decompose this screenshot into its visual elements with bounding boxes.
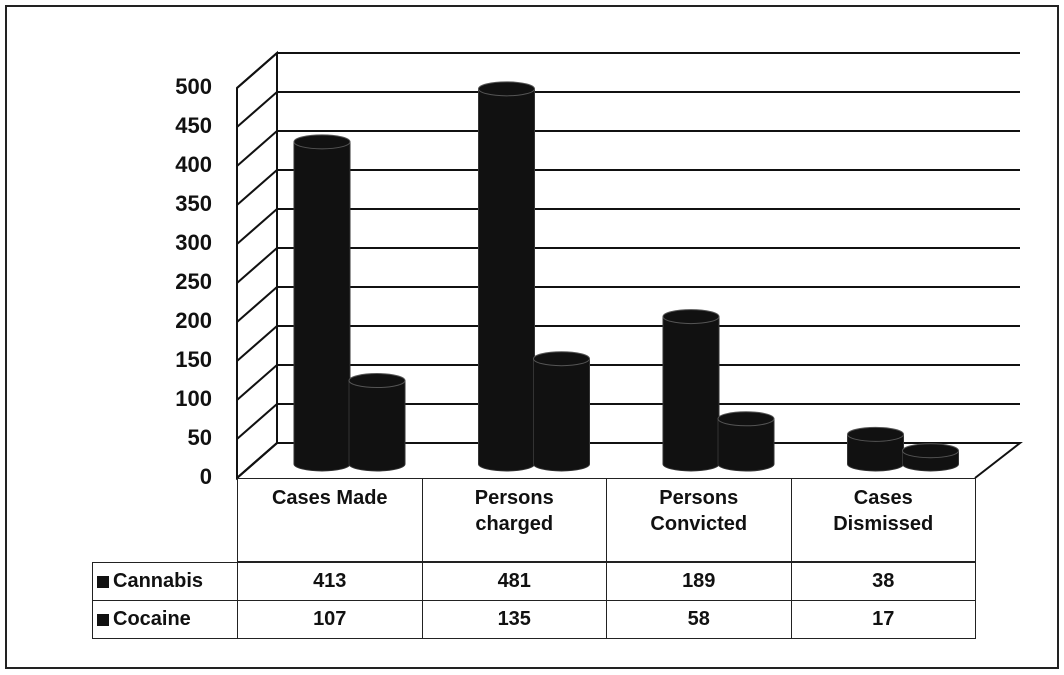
y-tick-label: 300 (175, 230, 212, 255)
legend-entry: Cannabis (92, 562, 238, 601)
bar-part (717, 418, 775, 472)
y-tick-label: 150 (175, 347, 212, 372)
bar-part (847, 426, 904, 442)
table-value: 107 (237, 600, 423, 639)
grid-line (236, 247, 1020, 284)
label: Cases Made (271, 487, 388, 509)
y-tick-label: 0 (200, 464, 212, 489)
y-tick-label: 200 (175, 308, 212, 333)
bar-part (902, 443, 959, 459)
y-tick-label: 500 (175, 74, 212, 99)
table-value: 189 (606, 562, 792, 601)
label: 58 (687, 608, 710, 630)
table-value: 38 (790, 562, 976, 601)
category-header: Cases Made (237, 478, 423, 562)
bar-part (478, 81, 535, 97)
legend-swatch (97, 613, 109, 626)
grid-line (236, 286, 1020, 323)
label: Cocaine (113, 608, 191, 630)
bar (293, 134, 351, 472)
table-value: 135 (421, 600, 607, 639)
bar-part (293, 134, 351, 150)
bar-part (348, 380, 406, 472)
table-value: 413 (237, 562, 423, 601)
grid-line (236, 325, 1020, 362)
grid-line (236, 208, 1020, 245)
grid-line (236, 169, 1020, 206)
bar (478, 81, 535, 472)
grid-line (236, 364, 1020, 401)
grid-line (236, 91, 1020, 128)
label: 38 (872, 570, 895, 592)
label: 17 (872, 608, 895, 630)
bar-part (293, 141, 351, 472)
bar-part (662, 309, 720, 325)
bar (902, 443, 959, 472)
legend-entry: Cocaine (92, 600, 238, 639)
label: Cannabis (113, 570, 204, 592)
label: Persons charged (474, 487, 554, 535)
label: Persons Convicted (650, 487, 748, 535)
y-tick-label: 100 (175, 386, 212, 411)
bar-part (348, 373, 406, 389)
legend-swatch (97, 575, 109, 588)
y-tick-label: 400 (175, 152, 212, 177)
y-tick-label: 50 (188, 425, 212, 450)
grid-line (236, 403, 1020, 440)
y-tick-label: 450 (175, 113, 212, 138)
frame (5, 5, 1059, 669)
category-header: Persons charged (421, 478, 607, 562)
y-tick-label: 250 (175, 269, 212, 294)
bar (348, 373, 406, 472)
category-header: Cases Dismissed (790, 478, 976, 562)
table-value: 17 (790, 600, 976, 639)
bar (662, 309, 720, 472)
label: 189 (682, 570, 716, 592)
category-header: Persons Convicted (606, 478, 792, 562)
bar (533, 351, 590, 472)
y-tick-label: 350 (175, 191, 212, 216)
bar-part (533, 351, 590, 367)
grid-line (236, 130, 1020, 167)
table-value: 481 (421, 562, 607, 601)
label: 135 (497, 608, 531, 630)
bar-part (533, 358, 590, 472)
label: 481 (497, 570, 531, 592)
grid-line (236, 52, 1020, 89)
bar-part (478, 88, 535, 472)
label: 107 (313, 608, 347, 630)
table-value: 58 (606, 600, 792, 639)
bar (717, 411, 775, 472)
bar-part (662, 316, 720, 472)
bar-part (717, 411, 775, 427)
label: Cases Dismissed (833, 487, 934, 535)
bar (847, 426, 904, 472)
label: 413 (313, 570, 347, 592)
